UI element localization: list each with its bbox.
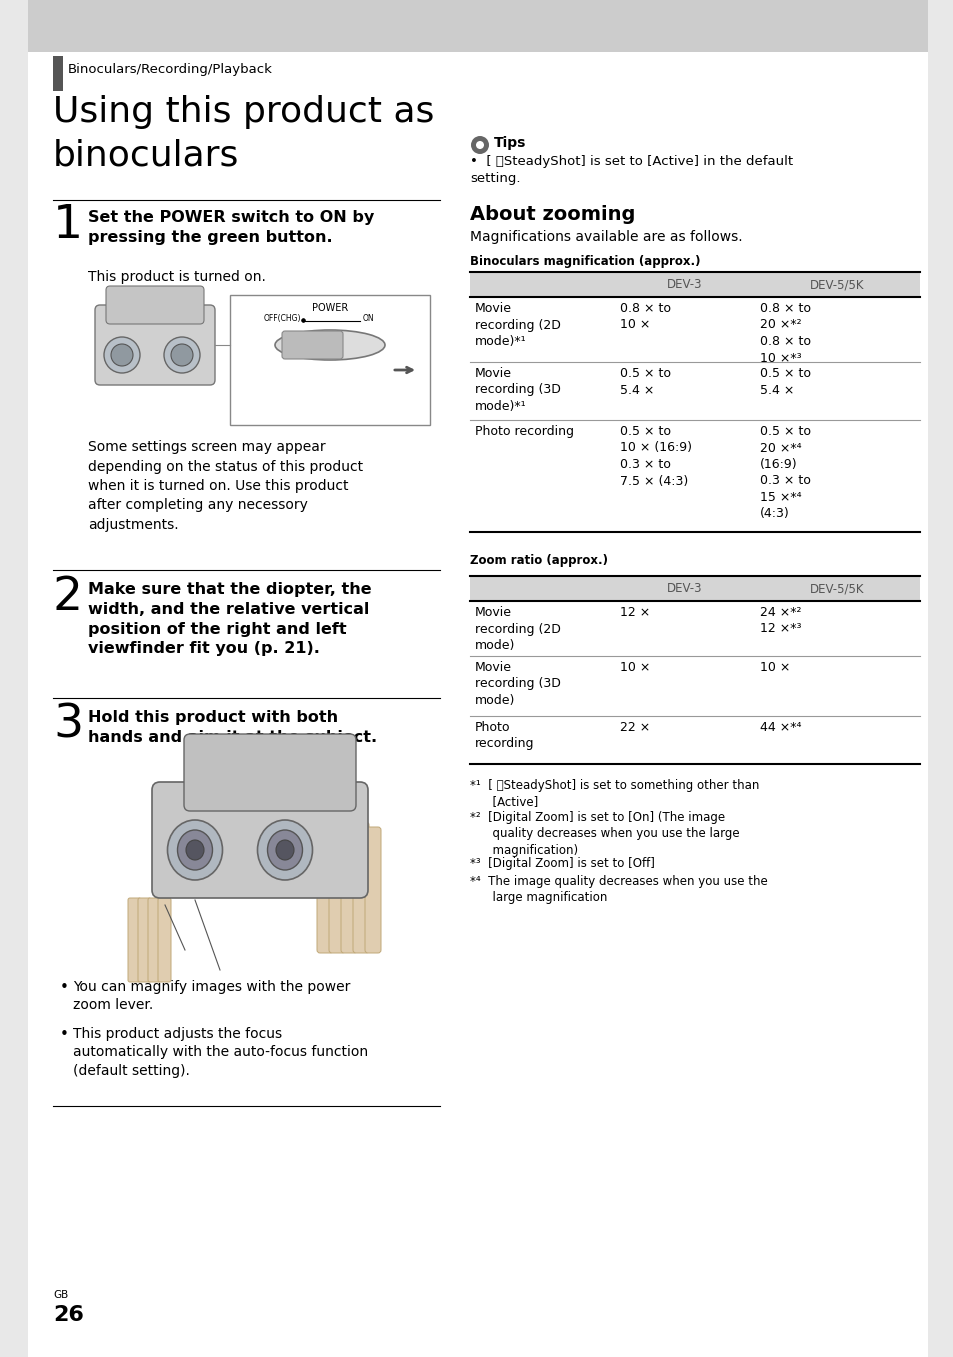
Text: Tips: Tips — [494, 136, 526, 151]
Ellipse shape — [275, 840, 294, 860]
FancyBboxPatch shape — [365, 826, 380, 953]
Bar — [470, 575, 919, 601]
Text: •: • — [60, 980, 69, 995]
FancyBboxPatch shape — [95, 305, 214, 385]
Ellipse shape — [168, 820, 222, 879]
Text: Movie
recording (2D
mode)*¹: Movie recording (2D mode)*¹ — [475, 303, 560, 347]
Text: 3: 3 — [53, 703, 83, 748]
Text: Using this product as: Using this product as — [53, 95, 434, 129]
Text: 22 ×: 22 × — [619, 721, 650, 734]
Text: 0.5 × to
20 ×*⁴
(16:9)
0.3 × to
15 ×*⁴
(4:3): 0.5 × to 20 ×*⁴ (16:9) 0.3 × to 15 ×*⁴ (… — [760, 425, 810, 521]
Text: 0.5 × to
10 × (16:9)
0.3 × to
7.5 × (4:3): 0.5 × to 10 × (16:9) 0.3 × to 7.5 × (4:3… — [619, 425, 691, 487]
Text: OFF(CHG): OFF(CHG) — [263, 313, 300, 323]
Text: This product adjusts the focus
automatically with the auto-focus function
(defau: This product adjusts the focus automatic… — [73, 1027, 368, 1077]
Ellipse shape — [177, 830, 213, 870]
FancyBboxPatch shape — [148, 898, 161, 982]
Text: 10 ×: 10 × — [760, 661, 789, 674]
FancyBboxPatch shape — [138, 898, 151, 982]
Ellipse shape — [104, 337, 140, 373]
Text: Photo recording: Photo recording — [475, 425, 574, 438]
Text: 1: 1 — [53, 204, 83, 248]
Text: 2: 2 — [53, 575, 83, 620]
Text: •  [ ⬜SteadyShot] is set to [Active] in the default
setting.: • [ ⬜SteadyShot] is set to [Active] in t… — [470, 155, 792, 185]
Text: DEV-3: DEV-3 — [666, 278, 702, 290]
Text: Hold this product with both
hands and aim it at the subject.: Hold this product with both hands and ai… — [88, 710, 376, 745]
Bar — [53, 56, 63, 91]
FancyBboxPatch shape — [282, 331, 343, 360]
Text: Photo
recording: Photo recording — [475, 721, 534, 750]
Text: About zooming: About zooming — [470, 205, 635, 224]
FancyBboxPatch shape — [316, 807, 333, 953]
Text: DEV-5/5K: DEV-5/5K — [809, 582, 863, 594]
Ellipse shape — [186, 840, 204, 860]
Bar — [470, 271, 919, 297]
FancyBboxPatch shape — [106, 286, 204, 324]
Text: Set the POWER switch to ON by
pressing the green button.: Set the POWER switch to ON by pressing t… — [88, 210, 374, 244]
FancyBboxPatch shape — [152, 782, 368, 898]
Text: Binoculars/Recording/Playback: Binoculars/Recording/Playback — [68, 62, 273, 76]
Text: 0.8 × to
20 ×*²
0.8 × to
10 ×*³: 0.8 × to 20 ×*² 0.8 × to 10 ×*³ — [760, 303, 810, 365]
Text: *⁴  The image quality decreases when you use the
      large magnification: *⁴ The image quality decreases when you … — [470, 875, 767, 905]
Text: Zoom ratio (approx.): Zoom ratio (approx.) — [470, 554, 607, 567]
Text: Binoculars magnification (approx.): Binoculars magnification (approx.) — [470, 255, 700, 267]
Text: Movie
recording (3D
mode)*¹: Movie recording (3D mode)*¹ — [475, 366, 560, 413]
FancyBboxPatch shape — [128, 898, 141, 982]
Text: DEV-3: DEV-3 — [666, 582, 702, 594]
Text: ON: ON — [363, 313, 375, 323]
Ellipse shape — [111, 345, 132, 366]
Circle shape — [471, 136, 489, 153]
FancyBboxPatch shape — [353, 822, 369, 953]
Ellipse shape — [257, 820, 313, 879]
Text: POWER: POWER — [312, 303, 348, 313]
FancyBboxPatch shape — [340, 817, 356, 953]
Ellipse shape — [164, 337, 200, 373]
Text: Make sure that the diopter, the
width, and the relative vertical
position of the: Make sure that the diopter, the width, a… — [88, 582, 372, 657]
Text: Movie
recording (2D
mode): Movie recording (2D mode) — [475, 607, 560, 651]
Text: 0.5 × to
5.4 ×: 0.5 × to 5.4 × — [619, 366, 670, 396]
Circle shape — [476, 141, 483, 149]
Ellipse shape — [274, 330, 385, 360]
Text: 44 ×*⁴: 44 ×*⁴ — [760, 721, 801, 734]
Text: *³  [Digital Zoom] is set to [Off]: *³ [Digital Zoom] is set to [Off] — [470, 858, 654, 870]
Ellipse shape — [267, 830, 302, 870]
Text: *¹  [ ⬜SteadyShot] is set to something other than
      [Active]: *¹ [ ⬜SteadyShot] is set to something ot… — [470, 779, 759, 809]
FancyBboxPatch shape — [184, 734, 355, 811]
Bar — [230, 294, 430, 425]
Text: binoculars: binoculars — [53, 138, 239, 172]
Text: You can magnify images with the power
zoom lever.: You can magnify images with the power zo… — [73, 980, 350, 1012]
Text: GB: GB — [53, 1291, 69, 1300]
Text: 12 ×: 12 × — [619, 607, 650, 619]
Text: DEV-5/5K: DEV-5/5K — [809, 278, 863, 290]
Text: 0.5 × to
5.4 ×: 0.5 × to 5.4 × — [760, 366, 810, 396]
Text: Magnifications available are as follows.: Magnifications available are as follows. — [470, 229, 741, 244]
Text: 24 ×*²
12 ×*³: 24 ×*² 12 ×*³ — [760, 607, 801, 635]
Text: This product is turned on.: This product is turned on. — [88, 270, 266, 284]
Ellipse shape — [171, 345, 193, 366]
FancyBboxPatch shape — [158, 898, 171, 982]
Text: 0.8 × to
10 ×: 0.8 × to 10 × — [619, 303, 670, 331]
Text: 10 ×: 10 × — [619, 661, 650, 674]
Text: Movie
recording (3D
mode): Movie recording (3D mode) — [475, 661, 560, 707]
Text: *²  [Digital Zoom] is set to [On] (The image
      quality decreases when you us: *² [Digital Zoom] is set to [On] (The im… — [470, 811, 739, 858]
Bar — [28, 0, 927, 52]
FancyBboxPatch shape — [329, 811, 345, 953]
Text: 26: 26 — [53, 1305, 84, 1324]
Text: Some settings screen may appear
depending on the status of this product
when it : Some settings screen may appear dependin… — [88, 440, 363, 532]
Text: •: • — [60, 1027, 69, 1042]
